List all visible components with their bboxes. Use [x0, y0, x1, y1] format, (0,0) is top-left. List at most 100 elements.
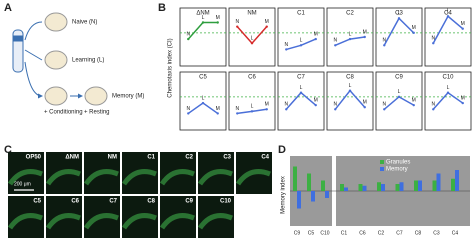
subplot-title: C8: [346, 75, 354, 81]
panel-letter: D: [278, 144, 286, 156]
subplot-frame: [228, 7, 276, 67]
subplot-title: C10: [442, 75, 454, 81]
ci-point: [446, 91, 450, 94]
ci-point: [201, 21, 205, 24]
point-label: N: [382, 38, 386, 44]
subplot-frame: [424, 71, 472, 131]
worm-signal: [159, 169, 195, 186]
ci-point: [216, 21, 219, 24]
panel-letter: C: [4, 144, 12, 156]
ci-point: [348, 89, 352, 92]
worm-signal: [7, 213, 43, 230]
ci-point: [348, 37, 352, 41]
subplot-frame: [326, 71, 374, 131]
point-label: L: [202, 15, 205, 21]
ci-point: [250, 110, 254, 113]
bar: [293, 166, 297, 191]
subplot-title: C1: [297, 11, 305, 17]
ci-point: [363, 106, 366, 109]
x-tick-label: C5: [308, 230, 315, 236]
bar: [432, 180, 437, 191]
worm-signal: [121, 213, 157, 230]
point-label: N: [284, 102, 288, 108]
subplot-title: ΔNM: [196, 11, 209, 17]
strain-label: C4: [261, 155, 269, 161]
subplot-frame: [228, 71, 276, 131]
scale-bar-label: 200 μm: [14, 181, 31, 187]
ci-point: [412, 31, 415, 35]
worm-signal: [159, 213, 195, 230]
bar: [297, 191, 301, 209]
bar: [381, 184, 385, 191]
point-label: M: [363, 100, 367, 106]
bar: [414, 180, 418, 191]
strain-label: C6: [71, 199, 79, 205]
bar: [418, 180, 422, 191]
point-label: L: [398, 89, 401, 95]
point-label: N: [284, 42, 288, 48]
worm-signal: [83, 213, 119, 230]
point-label: N: [333, 102, 337, 108]
ci-point: [265, 108, 268, 111]
ci-point: [299, 91, 303, 94]
ci-point: [383, 44, 386, 47]
x-tick-label: C2: [378, 230, 385, 236]
strain-label: NM: [108, 155, 117, 161]
y-axis-label: Chemotaxis index (CI): [168, 38, 174, 97]
subplot-frame: [179, 7, 227, 67]
subplot-title: NM: [247, 11, 256, 17]
subplot-title: C4: [444, 11, 452, 17]
panel-letter: A: [4, 2, 12, 14]
worm-signal: [45, 169, 81, 186]
bar: [399, 182, 404, 191]
subplot-title: C9: [395, 75, 403, 81]
ci-point: [461, 27, 464, 30]
x-tick-label: C3: [433, 230, 440, 236]
point-label: N: [431, 36, 435, 42]
ci-point: [201, 101, 205, 105]
strain-label: C3: [223, 155, 231, 161]
point-label: L: [300, 38, 303, 44]
point-label: M: [412, 97, 416, 103]
x-tick-label: C9: [294, 230, 301, 236]
ci-point: [397, 95, 401, 99]
ci-point: [363, 35, 366, 39]
bar: [358, 184, 363, 191]
bar: [377, 182, 381, 191]
strain-label: C1: [147, 155, 155, 161]
ci-point: [432, 42, 435, 45]
dish: [44, 12, 68, 32]
subplot-title: C3: [395, 11, 403, 17]
dish: [44, 50, 68, 70]
point-label: M: [461, 21, 465, 27]
y-axis-label: Memory index: [281, 176, 287, 214]
legend-label: Memory: [386, 167, 408, 173]
ci-point: [461, 101, 464, 105]
point-label: M: [265, 19, 269, 25]
bar: [344, 187, 348, 191]
worm-signal: [7, 169, 43, 186]
ci-point: [334, 108, 337, 111]
bar: [311, 191, 315, 202]
x-tick-label: C10: [320, 230, 329, 236]
dish: [84, 86, 108, 106]
point-label: L: [398, 11, 401, 17]
ci-point: [285, 48, 288, 51]
naive-label: Naive (N): [72, 20, 97, 26]
bar: [321, 180, 325, 191]
point-label: M: [412, 25, 416, 31]
resting-label: + Resting: [84, 110, 110, 116]
ci-point: [432, 108, 435, 111]
x-tick-label: C6: [359, 230, 366, 236]
point-label: N: [382, 102, 386, 108]
ci-point: [236, 112, 239, 115]
ci-point: [314, 37, 317, 41]
schematic: [12, 12, 108, 106]
ci-point: [187, 112, 190, 115]
subplot-frame: [277, 71, 325, 131]
strain-label: C2: [185, 155, 193, 161]
ci-point: [397, 17, 401, 20]
point-label: L: [349, 31, 352, 37]
bar: [395, 184, 400, 191]
